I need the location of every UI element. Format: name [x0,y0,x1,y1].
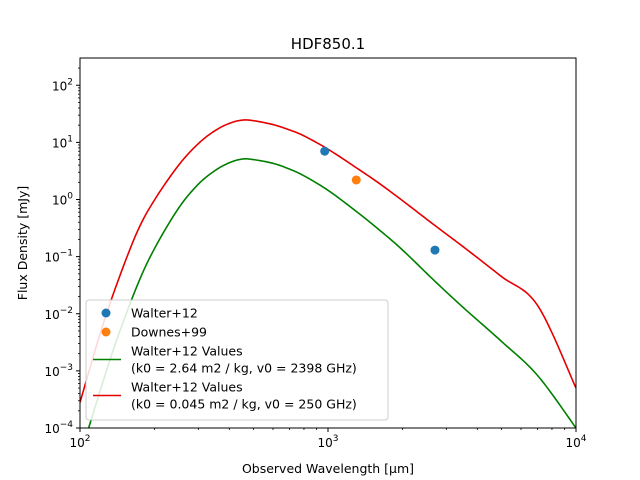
y-tick-label: 10−3 [44,363,73,379]
data-point-0 [430,245,440,255]
y-tick-label: 102 [52,77,73,93]
y-tick-label: 10−2 [44,306,73,322]
data-point-0 [320,146,330,156]
x-tick-label: 104 [565,434,586,450]
x-tick-label: 103 [317,434,338,450]
y-tick-label: 10−4 [44,420,73,436]
legend-label: Walter+12 Values (k0 = 0.045 m2 / kg, v0 … [131,380,357,412]
y-tick-label: 100 [52,192,73,208]
legend-point-marker [101,308,111,318]
data-point-1 [351,175,361,185]
chart-title: HDF850.1 [291,35,365,53]
series-line-3 [80,119,576,403]
legend-box [85,299,389,421]
series-line-2 [87,158,576,428]
legend-point-marker [101,327,111,337]
legend-label: Downes+99 [131,325,207,340]
x-tick-label: 102 [69,434,90,450]
y-tick-label: 101 [52,134,73,150]
y-tick-label: 10−1 [44,249,73,265]
x-axis-label: Observed Wavelength [μm] [242,461,414,476]
y-axis-label: Flux Density [mJy] [15,186,30,300]
legend-label: Walter+12 [131,306,198,321]
legend-label: Walter+12 Values (k0 = 2.64 m2 / kg, v0 =… [131,344,357,376]
